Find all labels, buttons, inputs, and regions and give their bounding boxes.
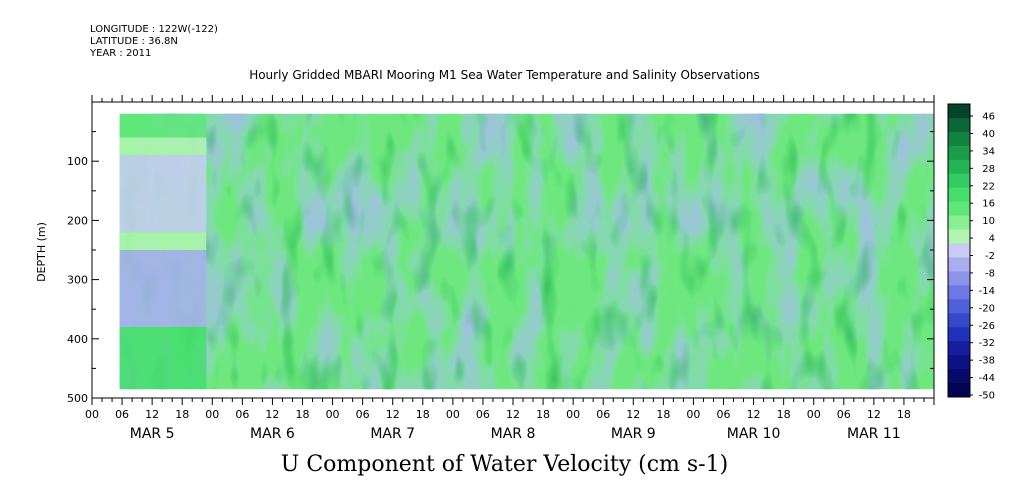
x-hour-label: 12 [747,408,761,421]
colorbar-swatch [948,104,970,119]
x-hour-label: 06 [717,408,731,421]
heatmap-band [119,113,207,138]
x-day-label: MAR 10 [727,426,781,442]
x-day-label: MAR 9 [611,426,656,442]
x-hour-label: 06 [596,408,610,421]
x-hour-label: 00 [205,408,219,421]
x-hour-label: 12 [145,408,159,421]
colorbar-label: 46 [982,112,995,123]
x-day-label: MAR 11 [847,426,901,442]
x-hour-label: 06 [837,408,851,421]
colorbar-swatch [948,145,970,161]
y-axis-label: DEPTH (m) [35,222,48,282]
colorbar-swatch [948,299,970,314]
latitude-label: LATITUDE : 36.8N [90,36,178,47]
x-hour-label: 00 [686,408,700,421]
colorbar-label: 28 [982,164,995,175]
x-hour-label: 06 [356,408,370,421]
x-hour-label: 18 [897,408,911,421]
x-hour-label: 12 [867,408,881,421]
y-tick-label: 400 [67,333,88,346]
x-hour-label: 12 [626,408,640,421]
bottom-title: U Component of Water Velocity (cm s-1) [280,452,729,477]
y-tick-label: 100 [67,155,88,168]
y-tick-label: 300 [67,274,88,287]
colorbar-label: -38 [979,356,995,367]
x-hour-label: 00 [807,408,821,421]
colorbar-swatch [948,159,970,175]
x-hour-label: 12 [386,408,400,421]
x-hour-label: 18 [777,408,791,421]
colorbar-frame [947,103,971,398]
heatmap-band [119,137,207,156]
x-day-label: MAR 7 [370,426,415,442]
colorbar-swatch [948,369,970,384]
x-hour-label: 18 [296,408,310,421]
x-day-label: MAR 5 [130,426,175,442]
x-day-label: MAR 6 [250,426,295,442]
heatmap-band [119,250,207,327]
colorbar-label: -26 [979,321,995,332]
colorbar-swatch [948,285,970,300]
y-tick-label: 200 [67,214,88,227]
x-hour-label: 18 [536,408,550,421]
colorbar-label: -20 [979,303,995,314]
colorbar-label: -50 [979,391,995,402]
x-hour-label: 12 [506,408,520,421]
longitude-label: LONGITUDE : 122W(-122) [90,24,218,35]
colorbar-label: -44 [979,373,995,384]
colorbar-swatch [948,313,970,328]
chart-title: Hourly Gridded MBARI Mooring M1 Sea Wate… [249,68,760,82]
x-hour-label: 18 [656,408,670,421]
colorbar-swatch [948,187,970,203]
colorbar-swatch [948,341,970,356]
colorbar-label: -32 [979,338,995,349]
colorbar-swatch [948,215,970,231]
colorbar-swatch [948,271,970,286]
colorbar-swatch [948,117,970,133]
colorbar-label: -14 [979,286,995,297]
heatmap-band [119,155,207,233]
heatmap-band [119,232,207,250]
colorbar-label: 22 [982,181,995,192]
x-hour-label: 00 [446,408,460,421]
x-hour-label: 06 [115,408,129,421]
colorbar-label: 16 [982,199,995,210]
x-hour-label: 06 [235,408,249,421]
y-tick-label: 500 [67,392,88,405]
colorbar-swatch [948,229,970,245]
colorbar-label: 4 [989,234,995,245]
year-label: YEAR : 2011 [90,48,152,59]
heatmap-field [119,113,934,390]
colorbar-label: -8 [985,268,995,279]
colorbar-swatch [948,243,970,258]
x-day-label: MAR 8 [491,426,536,442]
colorbar-swatch [948,257,970,272]
x-hour-label: 00 [566,408,580,421]
x-hour-label: 12 [265,408,279,421]
colorbar-swatch [948,383,970,398]
colorbar-label: -2 [985,251,995,262]
colorbar-swatch [948,201,970,217]
colorbar-swatch [948,173,970,189]
colorbar-label: 34 [982,146,995,157]
colorbar-label: 10 [982,216,995,227]
colorbar-swatch [948,355,970,370]
heatmap-band [119,326,207,390]
x-hour-label: 00 [326,408,340,421]
x-hour-label: 06 [476,408,490,421]
x-hour-label: 18 [416,408,430,421]
colorbar-label: 40 [982,129,995,140]
x-hour-label: 18 [175,408,189,421]
colorbar-swatch [948,327,970,342]
x-hour-label: 00 [85,408,99,421]
colorbar-swatch [948,131,970,147]
